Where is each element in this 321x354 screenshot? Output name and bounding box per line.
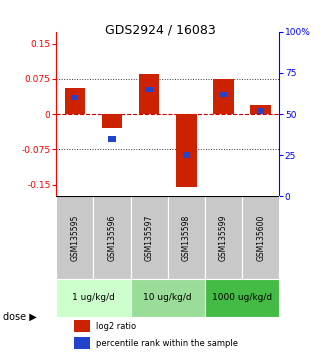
Bar [213, 79, 234, 114]
Bar [257, 108, 265, 114]
Text: GSM135595: GSM135595 [70, 214, 79, 261]
Bar [242, 196, 279, 279]
Text: GSM135600: GSM135600 [256, 214, 265, 261]
Text: GSM135597: GSM135597 [145, 214, 154, 261]
Bar [139, 74, 159, 114]
Bar [131, 279, 205, 317]
Text: dose ▶: dose ▶ [3, 312, 37, 322]
Text: log2 ratio: log2 ratio [96, 322, 136, 331]
Bar [145, 87, 153, 92]
Bar [131, 196, 168, 279]
Text: GDS2924 / 16083: GDS2924 / 16083 [105, 23, 216, 36]
Text: 1000 ug/kg/d: 1000 ug/kg/d [212, 293, 272, 302]
Text: 10 ug/kg/d: 10 ug/kg/d [143, 293, 192, 302]
Bar [93, 196, 131, 279]
Bar [108, 136, 116, 142]
Bar [205, 279, 279, 317]
Bar [183, 152, 190, 158]
Bar [71, 95, 78, 101]
Bar [102, 114, 122, 128]
Bar [56, 196, 93, 279]
Text: 1 ug/kg/d: 1 ug/kg/d [72, 293, 115, 302]
Bar [250, 105, 271, 114]
Text: GSM135598: GSM135598 [182, 214, 191, 261]
Text: GSM135596: GSM135596 [108, 214, 117, 261]
Bar [205, 196, 242, 279]
Bar [220, 92, 227, 97]
Bar [56, 279, 131, 317]
Bar [74, 320, 90, 332]
Bar [65, 88, 85, 114]
Bar [74, 337, 90, 349]
Text: percentile rank within the sample: percentile rank within the sample [96, 339, 238, 348]
Text: GSM135599: GSM135599 [219, 214, 228, 261]
Bar [168, 196, 205, 279]
Bar [176, 114, 196, 187]
